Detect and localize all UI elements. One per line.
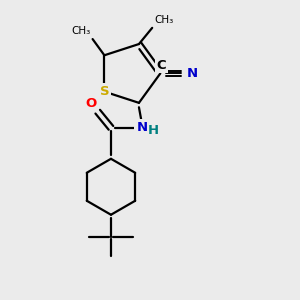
Text: N: N: [187, 67, 198, 80]
Text: CH₃: CH₃: [154, 15, 174, 25]
Text: O: O: [85, 97, 96, 110]
Text: CH₃: CH₃: [71, 26, 90, 36]
Text: S: S: [100, 85, 109, 98]
Text: H: H: [148, 124, 159, 137]
Text: N: N: [136, 122, 147, 134]
Text: C: C: [157, 59, 166, 72]
